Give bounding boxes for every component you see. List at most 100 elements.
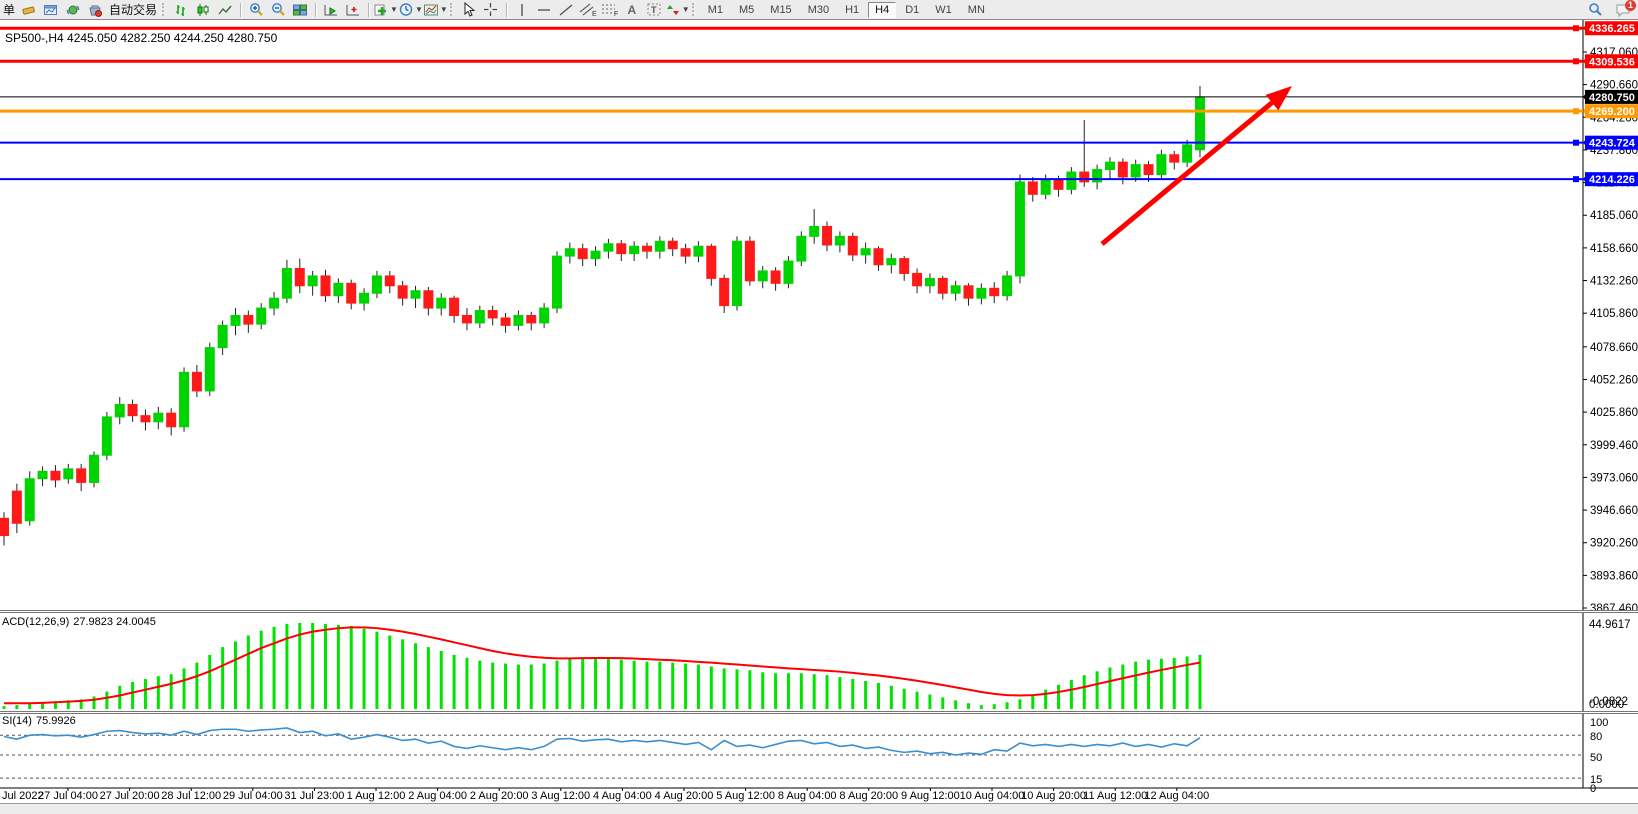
candle-body [76, 468, 87, 483]
candle-body [963, 285, 974, 299]
arrows-tool-button[interactable]: ▼ [665, 1, 690, 18]
timeframe-button-m1[interactable]: M1 [707, 3, 723, 16]
chart-background [0, 20, 1638, 806]
timeframe-button-mn[interactable]: MN [967, 3, 985, 16]
time-label: 10 Aug 20:00 [1021, 790, 1086, 802]
channel-tool-button[interactable]: E [577, 1, 599, 18]
price-tick-label: 4158.660 [1590, 243, 1638, 255]
price-badge-label: 4214.226 [1589, 174, 1635, 186]
candle-body [757, 270, 768, 282]
price-badge-label: 4269.200 [1589, 106, 1635, 118]
candle-body [1079, 171, 1090, 183]
price-tick-label: 3973.060 [1590, 472, 1638, 484]
notifications-button[interactable]: 1 [1612, 0, 1636, 18]
candle-body [153, 412, 164, 423]
toolbar-grip[interactable] [162, 3, 166, 16]
line-chart-button[interactable] [214, 1, 236, 18]
toolbar-grip[interactable] [449, 3, 454, 16]
candle-body [371, 275, 382, 294]
search-icon[interactable] [1584, 1, 1606, 18]
order-button-label[interactable]: 单 [3, 3, 16, 17]
chart-shift-button[interactable] [342, 1, 364, 18]
candle-body [667, 240, 678, 250]
hline-handle[interactable] [1573, 25, 1579, 32]
candle-body [577, 248, 588, 260]
autotrading-icon[interactable] [84, 1, 106, 18]
price-tick-label: 4052.260 [1590, 374, 1638, 386]
hline-handle[interactable] [1573, 176, 1579, 183]
candle-body [1169, 154, 1180, 163]
candle-body [989, 287, 1000, 297]
candle-body [834, 235, 845, 246]
candle-body [50, 470, 61, 481]
price-tick-label: 4025.860 [1590, 407, 1638, 419]
fibonacci-tool-button[interactable]: F [599, 1, 621, 18]
candle-body [860, 248, 871, 256]
price-badge-label: 4280.750 [1589, 92, 1635, 104]
hline-handle[interactable] [1573, 108, 1579, 115]
trendline-tool-button[interactable] [555, 1, 577, 18]
text-label-tool-button[interactable]: T [643, 1, 665, 18]
candle-body [937, 277, 948, 294]
candle-body [1014, 181, 1025, 277]
horizontal-line-tool-button[interactable] [533, 1, 555, 18]
vertical-line-tool-button[interactable] [511, 1, 533, 18]
indicators-button[interactable]: ▼ [373, 1, 398, 18]
toolbar-right: 1 [1584, 0, 1636, 19]
timeframe-button-d1[interactable]: D1 [905, 3, 920, 16]
timeframe-button-m30[interactable]: M30 [807, 3, 830, 16]
bar-chart-button[interactable] [170, 1, 192, 18]
market-watch-icon[interactable] [62, 1, 84, 18]
candle-body [551, 255, 562, 309]
candle-body [410, 290, 421, 299]
auto-scroll-button[interactable] [320, 1, 342, 18]
pane-splitter-macd[interactable] [0, 610, 1638, 613]
candle-body [1040, 178, 1051, 195]
fibo-letter: F [614, 11, 618, 17]
cursor-tool-button[interactable] [458, 1, 480, 18]
candle-body [809, 225, 820, 237]
candle-body [423, 290, 434, 309]
zoom-in-button[interactable] [245, 1, 267, 18]
periods-button[interactable]: ▼ [398, 1, 423, 18]
crosshair-tool-button[interactable] [480, 1, 502, 18]
macd-axis-min: -0.0822 [1589, 696, 1628, 708]
time-label: 27 Jul 20:00 [100, 790, 160, 802]
candle-body [1066, 171, 1077, 190]
toolbar-grip[interactable] [691, 3, 696, 16]
candle-body [487, 310, 498, 319]
hline-handle[interactable] [1573, 58, 1579, 65]
candle-body [281, 267, 292, 299]
tile-windows-button[interactable] [289, 1, 311, 18]
toolbar-separator [505, 2, 507, 17]
timeframe-button-w1[interactable]: W1 [935, 3, 952, 16]
timeframe-button-m5[interactable]: M5 [739, 3, 755, 16]
candle-body [616, 243, 627, 255]
timeframe-button-m15[interactable]: M15 [770, 3, 792, 16]
macd-indicator-label: ACD(12,26,9) 27.9823 24.0045 [2, 616, 160, 628]
time-label: 8 Aug 20:00 [839, 790, 898, 802]
price-badge-label: 4243.724 [1589, 138, 1636, 150]
candle-body [320, 275, 331, 297]
chart-window-icon[interactable] [40, 1, 62, 18]
price-badge [1585, 172, 1638, 187]
templates-button[interactable]: ▼ [423, 1, 448, 18]
zoom-out-button[interactable] [267, 1, 289, 18]
candle-body [847, 235, 858, 256]
new-order-icon[interactable] [18, 1, 40, 18]
autotrading-label[interactable]: 自动交易 [109, 3, 158, 17]
candlestick-chart-button[interactable] [192, 1, 214, 18]
candle-body [384, 275, 395, 287]
price-badge [1585, 104, 1638, 119]
time-label: 28 Jul 12:00 [161, 790, 221, 802]
text-tool-button[interactable]: A [627, 2, 637, 17]
trend-arrow[interactable] [1100, 100, 1274, 246]
time-label: 12 Aug 04:00 [1144, 790, 1209, 802]
timeframe-button-h4[interactable]: H4 [868, 1, 897, 18]
candle-body [693, 245, 704, 257]
hline-handle[interactable] [1573, 139, 1579, 146]
pane-splitter-rsi[interactable] [0, 711, 1638, 714]
timeframe-button-h1[interactable]: H1 [845, 3, 860, 16]
